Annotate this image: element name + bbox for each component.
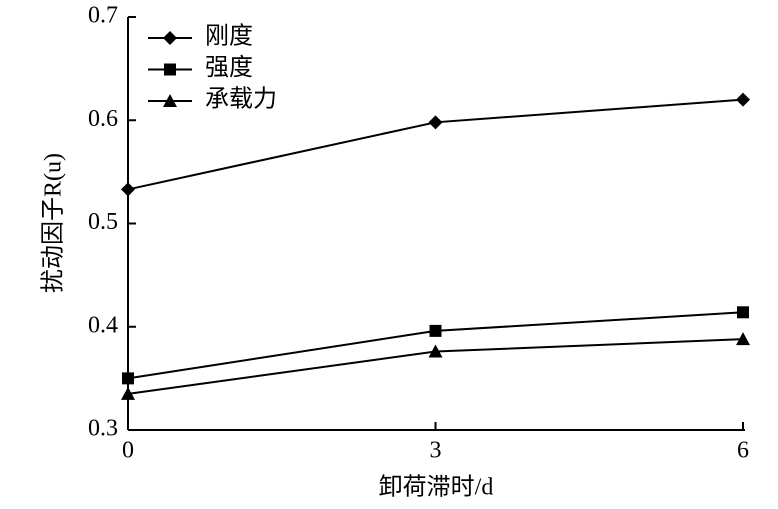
marker (428, 115, 443, 130)
y-axis-label: 扰动因子R(u) (40, 153, 67, 293)
marker (122, 372, 134, 385)
legend-label: 承载力 (205, 86, 277, 113)
marker (737, 306, 749, 319)
legend-marker (164, 63, 176, 76)
legend-marker (163, 94, 177, 107)
x-tick-label: 3 (430, 438, 442, 464)
marker (429, 324, 442, 337)
y-tick-label: 0.4 (88, 312, 118, 338)
marker (121, 386, 135, 400)
series-line (127, 98, 744, 191)
y-tick-label: 0.6 (88, 106, 118, 132)
y-tick-label: 0.5 (88, 209, 118, 235)
legend-label: 强度 (205, 54, 253, 81)
marker (121, 182, 135, 197)
x-tick-label: 0 (122, 438, 134, 464)
marker (736, 332, 750, 346)
y-tick-label: 0.3 (88, 416, 118, 442)
marker (736, 92, 750, 107)
marker (428, 344, 443, 358)
legend-label: 刚度 (205, 23, 253, 50)
legend-marker (163, 31, 177, 45)
x-axis-label: 卸荷滞时/d (379, 474, 494, 501)
y-tick-label: 0.7 (88, 3, 118, 29)
x-tick-label: 6 (737, 438, 749, 464)
